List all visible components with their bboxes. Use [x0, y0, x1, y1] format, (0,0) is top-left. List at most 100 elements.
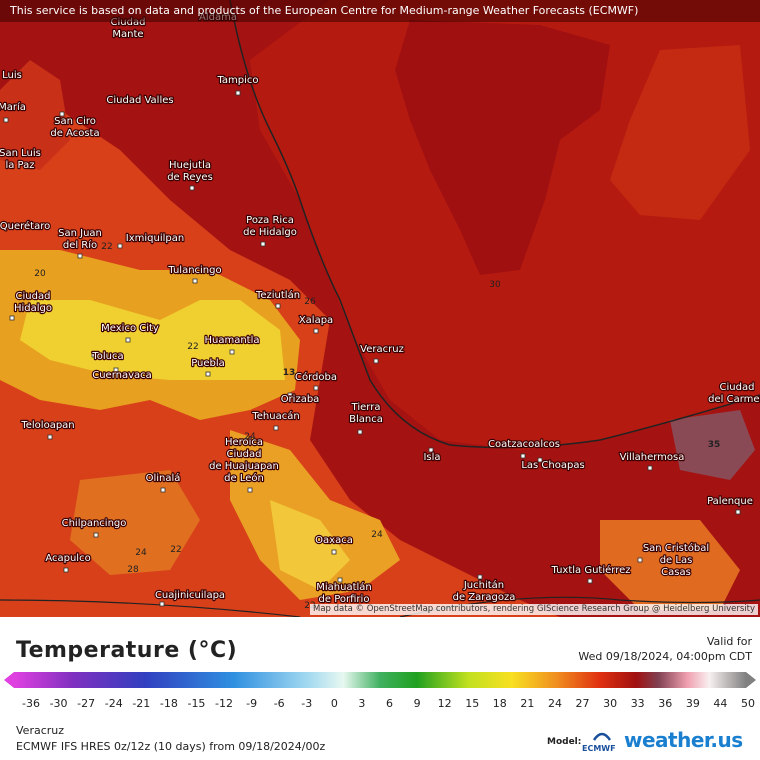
- model-name: ECMWF: [582, 744, 616, 753]
- contour-label: 22: [170, 545, 181, 555]
- city-label: Chilpancingo: [62, 518, 127, 529]
- data-notice: This service is based on data and produc…: [0, 0, 760, 22]
- brand: weather.us: [624, 728, 743, 752]
- city-label: de León: [224, 472, 264, 484]
- colorbar-tick: -6: [273, 697, 285, 710]
- city-label: Córdoba: [295, 371, 337, 383]
- location: Veracruz: [16, 724, 65, 737]
- city-label: Tulancingo: [167, 265, 221, 276]
- city-label: Isla: [423, 452, 440, 463]
- city-dot: [273, 425, 279, 431]
- city-dot: [637, 557, 643, 563]
- city-label: Mexico City: [101, 323, 159, 334]
- city-label: Villahermosa: [620, 452, 685, 463]
- land-north: [0, 60, 70, 170]
- city-label: Oaxaca: [315, 535, 353, 546]
- city-dot: [260, 241, 266, 247]
- city-dot: [477, 574, 483, 580]
- city-label: Olinalá: [146, 472, 181, 484]
- colorbar-tick: -27: [77, 697, 96, 710]
- city-dot: [247, 487, 253, 493]
- colorbar-arrow-right: [746, 672, 756, 688]
- oaxaca-highlands: [230, 430, 400, 600]
- city-label: Acapulco: [45, 553, 90, 564]
- colorbar-tick: -21: [132, 697, 151, 710]
- city-label: Veracruz: [360, 344, 404, 355]
- city-label: Palenque: [707, 496, 753, 507]
- city-label: la Paz: [5, 160, 34, 171]
- contour-label: 24: [371, 530, 383, 540]
- city-label: Tampico: [216, 75, 258, 86]
- chiapas-highlands: [600, 520, 740, 610]
- colorbar-tick: 0: [330, 697, 338, 710]
- city-label: Toluca: [91, 351, 123, 362]
- city-dot: [77, 253, 83, 259]
- city-label: San Juan: [58, 228, 102, 239]
- contour-label: 26: [304, 297, 316, 307]
- city-label: Tuxtla Gutiérrez: [550, 564, 630, 576]
- contour-labels: 30 26 22 24 24 22 24 28 22 20 22 13 35: [34, 242, 720, 611]
- model-run: ECMWF IFS HRES 0z/12z (10 days) from 09/…: [16, 740, 326, 753]
- city-dot: [229, 349, 235, 355]
- city-label: de Reyes: [167, 172, 213, 183]
- city-dot: [93, 532, 99, 538]
- colorbar-tick: 30: [603, 697, 618, 710]
- city-dot: [117, 243, 123, 249]
- city-label: Xalapa: [299, 315, 333, 326]
- coastline-north: [229, 0, 301, 201]
- city-label: Tierra: [351, 402, 381, 413]
- contour-label: 24: [135, 548, 147, 558]
- contour-label: 30: [489, 280, 501, 290]
- city-dot: [735, 509, 741, 515]
- city-dot: [331, 549, 337, 555]
- city-dot: [287, 392, 293, 398]
- city-label: del Río: [63, 239, 97, 251]
- hot-spot: [670, 410, 755, 480]
- contour-label: 22: [187, 342, 198, 352]
- city-dot: [647, 465, 653, 471]
- city-dot: [59, 111, 65, 117]
- model-label: Model:: [547, 737, 582, 747]
- city-label: Heroica: [225, 437, 263, 448]
- colorbar-tick: 21: [520, 697, 535, 710]
- city-label: Querétaro: [0, 220, 50, 232]
- colorbar-tick: -3: [301, 697, 313, 710]
- city-label: Huejutla: [169, 160, 211, 171]
- city-label: Puebla: [191, 358, 225, 369]
- city-dot: [313, 328, 319, 334]
- contour-label: 22: [101, 242, 112, 252]
- city-label: Ciudad: [227, 449, 262, 460]
- city-labels: CiudadManteAldamaTampicoLuisMaríaCiudad …: [0, 11, 760, 607]
- colorbar-arrow-left: [4, 672, 14, 688]
- city-label: María: [0, 101, 26, 113]
- colorbar-tick: 50: [741, 697, 755, 710]
- city-label: Cuajinicuilapa: [155, 590, 225, 601]
- city-label: Hidalgo: [14, 303, 52, 314]
- colorbar-tick: 33: [630, 697, 645, 710]
- contour-label: 28: [127, 565, 139, 575]
- city-label: Huamantla: [204, 335, 259, 346]
- city-dot: [91, 352, 97, 358]
- colorbar-tick: 27: [575, 697, 590, 710]
- city-dot: [373, 358, 379, 364]
- city-label: Ixmiquilpan: [126, 233, 184, 244]
- colorbar-tick: -9: [246, 697, 258, 710]
- city-label: Juchitán: [463, 579, 504, 591]
- colorbar-tick: -36: [22, 697, 40, 710]
- city-label: de Hidalgo: [243, 227, 297, 238]
- gulf-warm: [610, 45, 750, 220]
- ecmwf-icon: [592, 732, 612, 741]
- city-label: Blanca: [349, 414, 383, 425]
- city-dot: [537, 457, 543, 463]
- colorbar-tick: -24: [104, 697, 123, 710]
- colorbar-scale: [14, 672, 746, 688]
- colorbar-tick: -12: [215, 697, 234, 710]
- contour-label: 22: [304, 601, 315, 611]
- city-label: Casas: [661, 567, 691, 578]
- city-label: San Ciro: [54, 116, 96, 127]
- colorbar-tick: -30: [49, 697, 68, 710]
- city-label: Tehuacán: [251, 410, 299, 422]
- city-dot: [205, 371, 211, 377]
- city-label: Cuernavaca: [92, 370, 152, 381]
